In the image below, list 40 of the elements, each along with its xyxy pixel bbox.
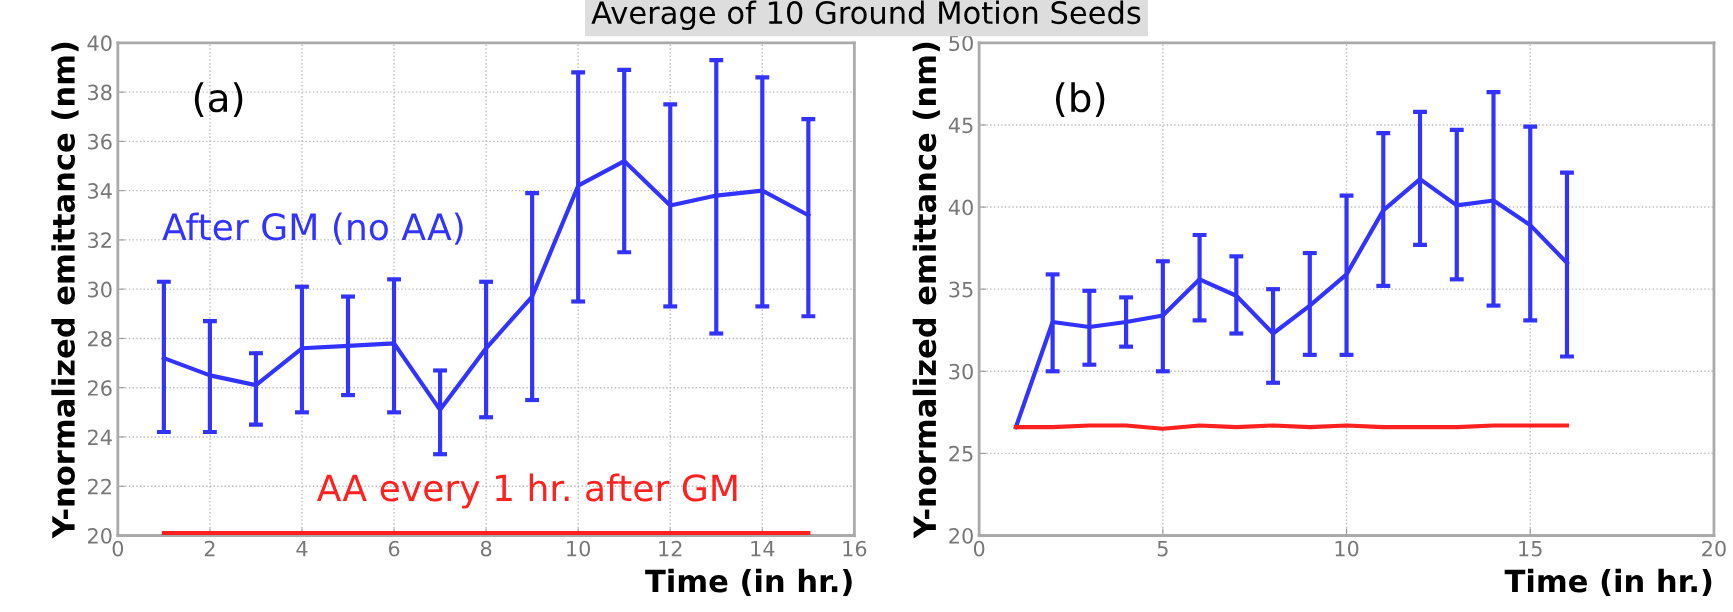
y-tick-label: 32 — [88, 232, 111, 249]
y-tick-label: 24 — [88, 429, 112, 445]
y-tick-label: 25 — [949, 445, 973, 462]
y-tick-label: 45 — [948, 117, 973, 134]
x-axis-title: Time (in hr.) — [1504, 568, 1712, 597]
x-tick-label: 15 — [1519, 541, 1542, 557]
y-axis-title: Y-normalized emittance (nm) — [912, 42, 940, 539]
x-tick-label: 10 — [1335, 540, 1359, 557]
chart-title: Average of 10 Ground Motion Seeds — [591, 0, 1141, 31]
text: After GM (no AA) — [162, 212, 463, 245]
x-tick-label: 0 — [112, 540, 124, 557]
series-label: AA every 1 hr. after GM — [316, 473, 737, 509]
x-tick-label: 16 — [843, 540, 867, 557]
y-tick-label: 35 — [949, 281, 973, 298]
y-tick-label: 40 — [87, 35, 112, 52]
x-tick-label: 20 — [1702, 540, 1726, 557]
x-tick-label: 6 — [388, 540, 400, 557]
annotation: (a) — [194, 82, 243, 117]
x-tick-label: 2 — [204, 540, 215, 557]
y-tick-label: 40 — [948, 199, 973, 216]
x-axis-title: Time (in hr.) — [645, 568, 852, 597]
x-tick-label: 14 — [751, 541, 775, 557]
x-tick-label: 4 — [296, 541, 308, 557]
y-tick-label: 30 — [88, 281, 112, 298]
y-tick-label: 20 — [949, 527, 973, 544]
y-tick-label: 22 — [88, 478, 111, 495]
y-tick-label: 34 — [88, 183, 112, 199]
x-tick-label: 12 — [659, 540, 682, 557]
x-tick-label: 5 — [1157, 541, 1168, 557]
y-tick-label: 36 — [88, 133, 112, 150]
x-tick-label: 8 — [480, 540, 492, 557]
y-tick-label: 28 — [88, 330, 112, 347]
annotation: (b) — [1055, 82, 1105, 117]
y-tick-label: 20 — [88, 527, 112, 544]
x-tick-label: 10 — [567, 540, 591, 557]
y-tick-label: 26 — [88, 380, 112, 396]
x-tick-label: 0 — [973, 540, 985, 557]
y-axis-title: Y-normalized emittance (nm) — [51, 42, 79, 539]
y-tick-label: 30 — [949, 363, 973, 380]
y-tick-label: 38 — [88, 84, 112, 101]
